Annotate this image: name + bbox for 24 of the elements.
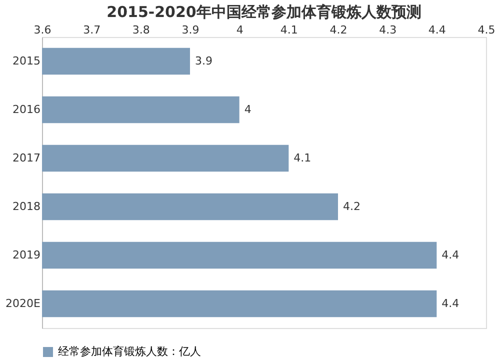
data-label: 4.4 xyxy=(442,248,460,262)
x-tick-label: 4.1 xyxy=(280,24,298,36)
x-tick-label: 3.7 xyxy=(83,24,101,36)
data-label: 4 xyxy=(244,102,252,116)
chart-title: 2015-2020年中国经常参加体育锻炼人数预测 xyxy=(106,3,422,21)
x-tick-label: 4.4 xyxy=(428,24,446,36)
x-tick-label: 4.3 xyxy=(379,24,397,36)
y-tick-label: 2016 xyxy=(12,102,40,116)
y-tick-label: 2018 xyxy=(12,200,40,213)
data-label: 4.1 xyxy=(294,151,312,164)
x-tick-label: 3.9 xyxy=(182,24,200,36)
legend-label: 经常参加体育锻炼人数：亿人 xyxy=(58,345,201,358)
x-tick-label: 3.6 xyxy=(34,24,52,36)
y-tick-label: 2019 xyxy=(12,248,40,262)
data-label: 3.9 xyxy=(195,54,212,68)
x-tick-label: 3.8 xyxy=(132,24,150,36)
x-tick-label: 4 xyxy=(236,24,244,36)
data-label: 4.2 xyxy=(343,200,360,213)
y-tick-label: 2015 xyxy=(12,54,40,68)
y-tick-label: 2020E xyxy=(6,296,41,310)
y-tick-label: 2017 xyxy=(12,151,40,164)
x-tick-label: 4.2 xyxy=(330,24,348,36)
data-label: 4.4 xyxy=(442,296,460,310)
x-tick-label: 4.5 xyxy=(478,24,496,36)
